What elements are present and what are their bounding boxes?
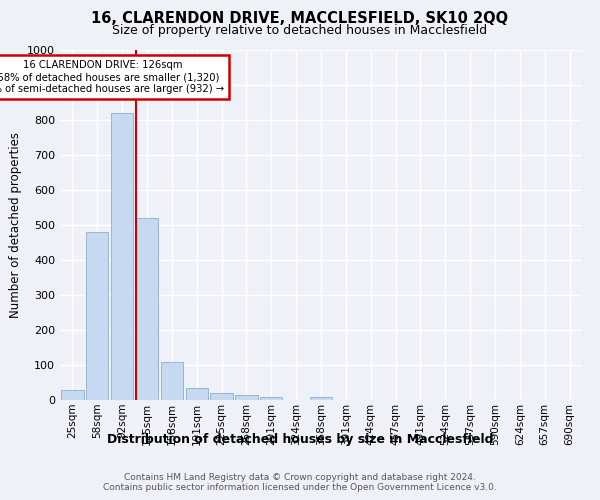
Text: 16, CLARENDON DRIVE, MACCLESFIELD, SK10 2QQ: 16, CLARENDON DRIVE, MACCLESFIELD, SK10 … — [91, 11, 509, 26]
Bar — [185, 388, 208, 400]
Bar — [260, 397, 283, 400]
Bar — [111, 113, 133, 400]
Text: Distribution of detached houses by size in Macclesfield: Distribution of detached houses by size … — [107, 432, 493, 446]
Bar — [211, 393, 233, 400]
Text: Size of property relative to detached houses in Macclesfield: Size of property relative to detached ho… — [112, 24, 488, 37]
Bar — [310, 396, 332, 400]
Text: Contains HM Land Registry data © Crown copyright and database right 2024.
Contai: Contains HM Land Registry data © Crown c… — [103, 473, 497, 492]
Bar — [235, 395, 257, 400]
Bar — [61, 390, 83, 400]
Bar — [136, 218, 158, 400]
Bar — [161, 362, 183, 400]
Text: 16 CLARENDON DRIVE: 126sqm
← 58% of detached houses are smaller (1,320)
41% of s: 16 CLARENDON DRIVE: 126sqm ← 58% of deta… — [0, 60, 224, 94]
Bar — [86, 232, 109, 400]
Y-axis label: Number of detached properties: Number of detached properties — [8, 132, 22, 318]
